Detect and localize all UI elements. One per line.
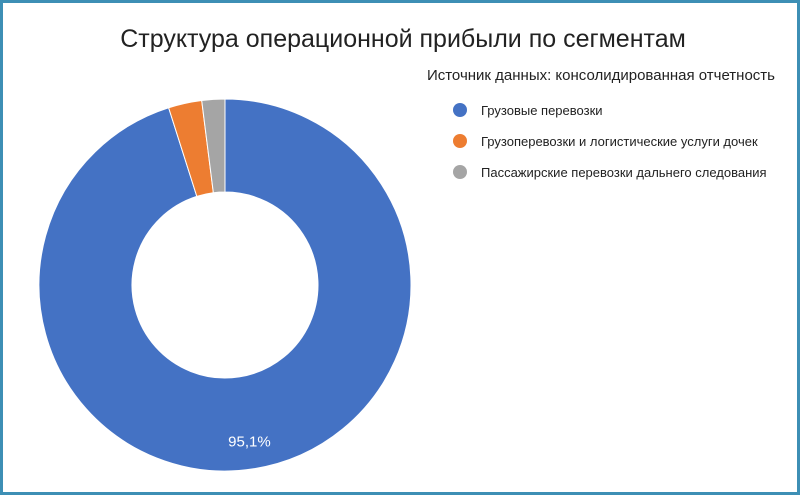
- legend-label-logistics: Грузоперевозки и логистические услуги до…: [481, 133, 758, 149]
- data-label-freight: 95,1%: [228, 434, 271, 451]
- legend-marker-freight: [453, 103, 467, 117]
- legend-label-freight: Грузовые перевозки: [481, 102, 603, 118]
- legend-marker-logistics: [453, 134, 467, 148]
- legend-item-passenger: Пассажирские перевозки дальнего следован…: [453, 161, 767, 183]
- legend-item-logistics: Грузоперевозки и логистические услуги до…: [453, 130, 767, 152]
- donut-slice-passenger: [201, 98, 226, 194]
- donut-slice-freight: [38, 98, 412, 472]
- legend: Грузовые перевозки Грузоперевозки и логи…: [453, 99, 767, 192]
- chart-subtitle: Источник данных: консолидированная отчет…: [426, 67, 775, 84]
- chart-title: Структура операционной прибыли по сегмен…: [120, 25, 686, 53]
- donut-chart: 95,1%: [38, 98, 412, 472]
- legend-item-freight: Грузовые перевозки: [453, 99, 767, 121]
- legend-label-passenger: Пассажирские перевозки дальнего следован…: [481, 164, 767, 180]
- legend-marker-passenger: [453, 165, 467, 179]
